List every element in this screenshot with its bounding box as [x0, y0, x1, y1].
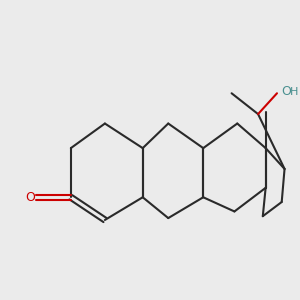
- Text: O: O: [25, 191, 35, 204]
- Text: H: H: [290, 87, 299, 97]
- Text: O: O: [281, 85, 291, 98]
